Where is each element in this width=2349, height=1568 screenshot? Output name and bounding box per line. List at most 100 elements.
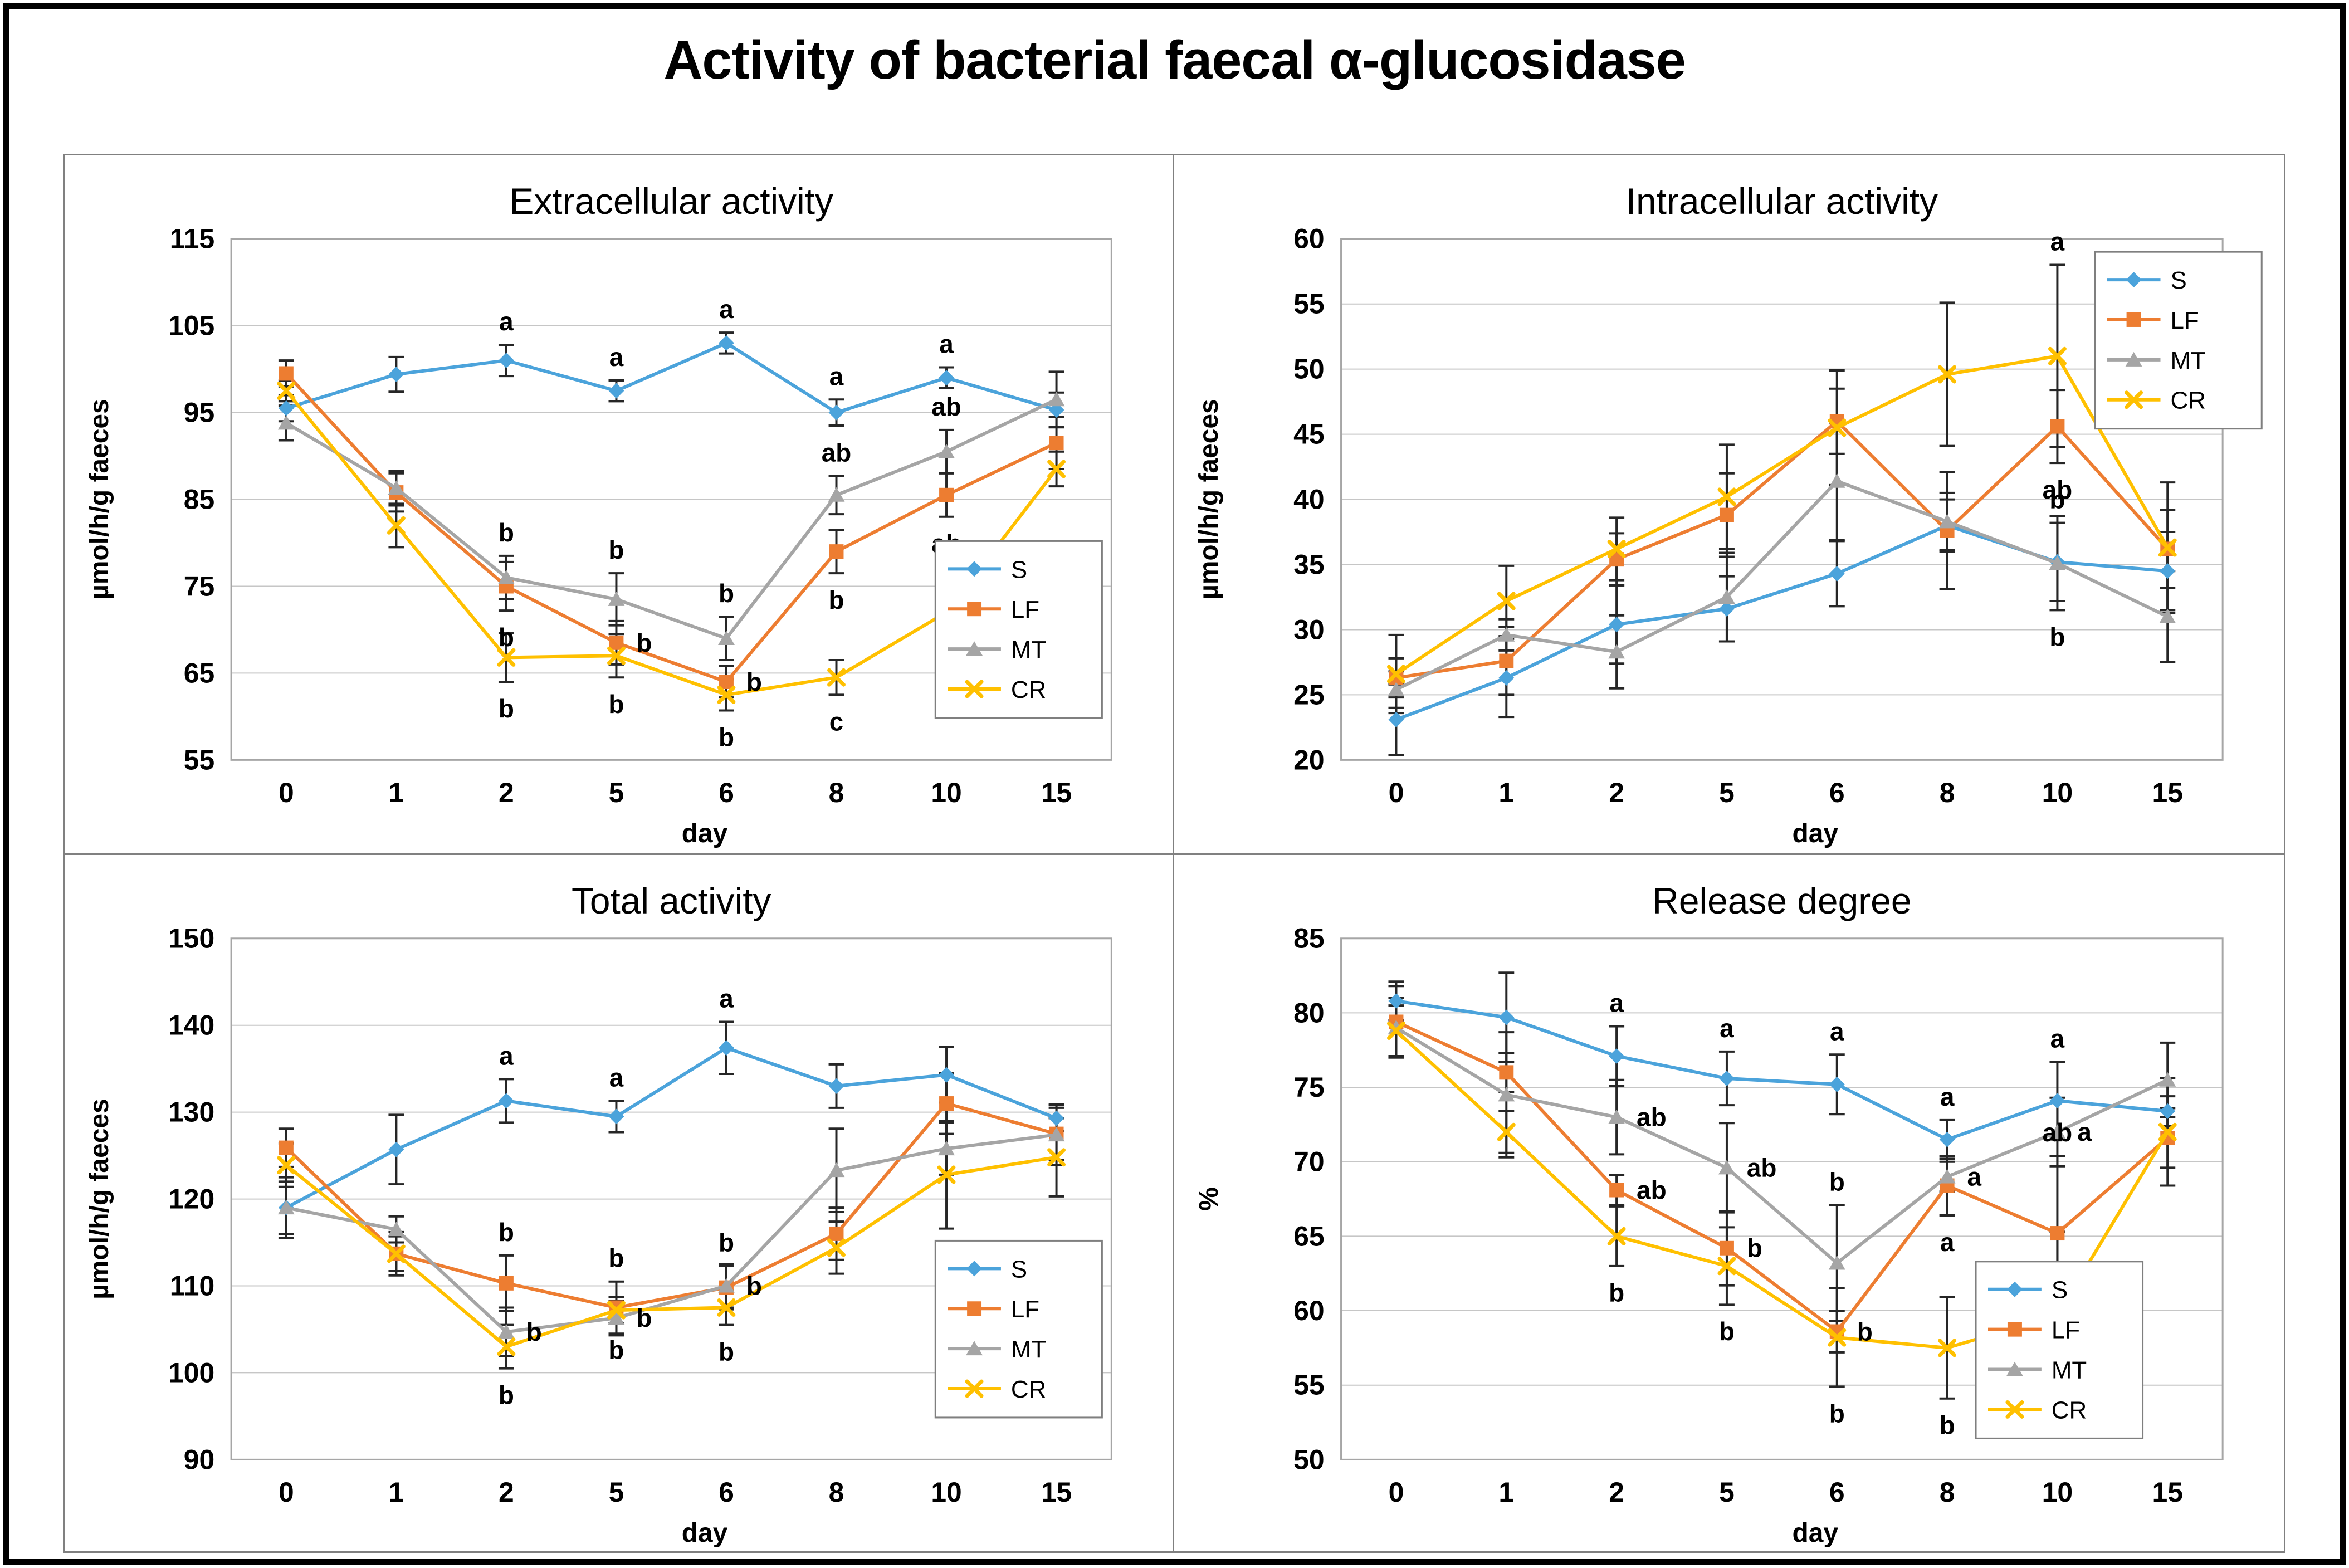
svg-text:85: 85 <box>1293 923 1325 954</box>
data-point <box>497 648 516 667</box>
svg-text:ab: ab <box>2043 475 2073 504</box>
svg-text:60: 60 <box>1293 1295 1325 1326</box>
legend: S LF MT CR <box>2094 251 2263 430</box>
series-MT <box>277 1127 1065 1339</box>
y-axis-label: µmol/h/g faeces <box>85 399 114 599</box>
panel-intracellular-activity: Intracellular activity 20 25 30 35 40 45 50 55 60… <box>1174 155 2284 856</box>
data-point <box>1048 402 1064 418</box>
svg-text:5: 5 <box>1719 777 1735 808</box>
data-point <box>2126 312 2141 327</box>
x-axis: 0 1 2 5 6 8 10 15 <box>1389 1477 2183 1508</box>
data-point <box>717 685 736 704</box>
data-point <box>498 353 514 369</box>
svg-text:b: b <box>2049 485 2065 514</box>
svg-text:b: b <box>1940 1411 1955 1440</box>
svg-text:120: 120 <box>168 1184 214 1215</box>
data-point <box>1718 589 1735 604</box>
svg-text:b: b <box>608 1244 624 1273</box>
svg-text:ab: ab <box>2043 1118 2073 1147</box>
data-point <box>2006 1361 2023 1376</box>
svg-text:40: 40 <box>1293 484 1325 515</box>
legend: S LF MT CR <box>1975 1261 2144 1439</box>
data-point <box>1048 392 1065 407</box>
total-chart: Total activity90100110120130140150µmol/h… <box>85 880 1112 1548</box>
y-axis: 55 65 75 85 95 105 115 <box>168 223 214 776</box>
svg-text:MT: MT <box>1011 1336 1046 1363</box>
svg-text:30: 30 <box>1293 614 1325 645</box>
data-point <box>1718 1160 1735 1175</box>
svg-text:b: b <box>1857 1317 1873 1346</box>
svg-text:115: 115 <box>170 223 214 255</box>
svg-text:b: b <box>1829 1399 1845 1428</box>
series-LF <box>279 366 1064 690</box>
series-line-CR <box>1395 354 2169 676</box>
plot-frame <box>1340 937 2224 1460</box>
data-point <box>719 1040 734 1056</box>
svg-text:b: b <box>499 518 514 547</box>
data-point <box>497 569 515 584</box>
legend-item-LF: LF <box>948 1296 1039 1323</box>
data-point <box>937 1165 956 1184</box>
data-point <box>2049 1093 2065 1109</box>
svg-text:a: a <box>1609 989 1624 1018</box>
y-axis-label: µmol/h/g faeces <box>1194 399 1224 599</box>
data-point <box>2158 538 2177 557</box>
data-point <box>279 366 294 381</box>
data-point <box>938 1141 955 1156</box>
data-point <box>609 635 624 650</box>
svg-text:1: 1 <box>389 1477 404 1508</box>
data-point <box>2159 609 2176 624</box>
data-point <box>1609 1183 1624 1198</box>
svg-text:60: 60 <box>1293 223 1325 255</box>
data-point <box>2126 272 2142 288</box>
svg-text:8: 8 <box>1940 777 1955 808</box>
svg-text:45: 45 <box>1293 419 1325 450</box>
legend: S LF MT CR <box>934 540 1103 719</box>
svg-text:10: 10 <box>931 1477 961 1508</box>
panel-total-activity: Total activity 90 100 110 120 130 140 150 µmol/h… <box>65 855 1174 1554</box>
series-CR <box>277 1148 1066 1356</box>
svg-text:b: b <box>499 623 514 652</box>
plot-frame <box>230 238 1112 761</box>
data-point <box>827 1238 846 1257</box>
svg-text:a: a <box>1940 1082 1955 1111</box>
data-point <box>967 1301 982 1316</box>
data-point <box>966 1341 983 1356</box>
data-point <box>1608 1109 1625 1124</box>
chart-title: Total activity <box>572 880 771 921</box>
intracellular-chart: Intracellular activity202530354045505560… <box>1194 180 2263 848</box>
data-point <box>1498 1009 1515 1025</box>
data-point <box>607 646 626 665</box>
data-point <box>1718 601 1735 617</box>
data-point <box>1717 1257 1736 1276</box>
y-axis: 20 25 30 35 40 45 50 55 60 <box>1293 223 1325 776</box>
data-point <box>939 1096 954 1111</box>
data-point <box>965 1379 984 1398</box>
svg-text:110: 110 <box>170 1271 214 1302</box>
data-point <box>2006 1281 2023 1297</box>
data-point <box>2125 351 2142 367</box>
data-point <box>1829 565 1845 582</box>
x-axis: 0 1 2 5 6 8 10 15 <box>279 1477 1072 1508</box>
data-point <box>2160 1103 2176 1119</box>
x-axis: 0 1 2 5 6 8 10 15 <box>279 777 1072 808</box>
y-axis: 50 55 60 65 70 75 80 85 <box>1293 923 1325 1476</box>
legend-item-MT: MT <box>1987 1357 2087 1384</box>
svg-text:b: b <box>526 1317 542 1346</box>
data-point <box>1499 653 1514 668</box>
x-axis-label: day <box>682 1518 728 1548</box>
data-point <box>1607 539 1626 558</box>
data-point <box>1388 1020 1405 1035</box>
svg-text:65: 65 <box>1293 1220 1325 1252</box>
series-MT <box>277 392 1065 646</box>
significance-letters: aaaaaababbaaabbbaabbbbbb <box>1609 989 2092 1440</box>
svg-text:85: 85 <box>184 484 214 515</box>
data-point <box>718 631 735 646</box>
svg-text:b: b <box>499 1218 514 1247</box>
svg-text:b: b <box>636 1303 652 1332</box>
data-point <box>967 602 982 617</box>
svg-text:b: b <box>2049 622 2065 651</box>
legend-item-LF: LF <box>2107 307 2199 334</box>
data-point <box>498 1093 514 1109</box>
